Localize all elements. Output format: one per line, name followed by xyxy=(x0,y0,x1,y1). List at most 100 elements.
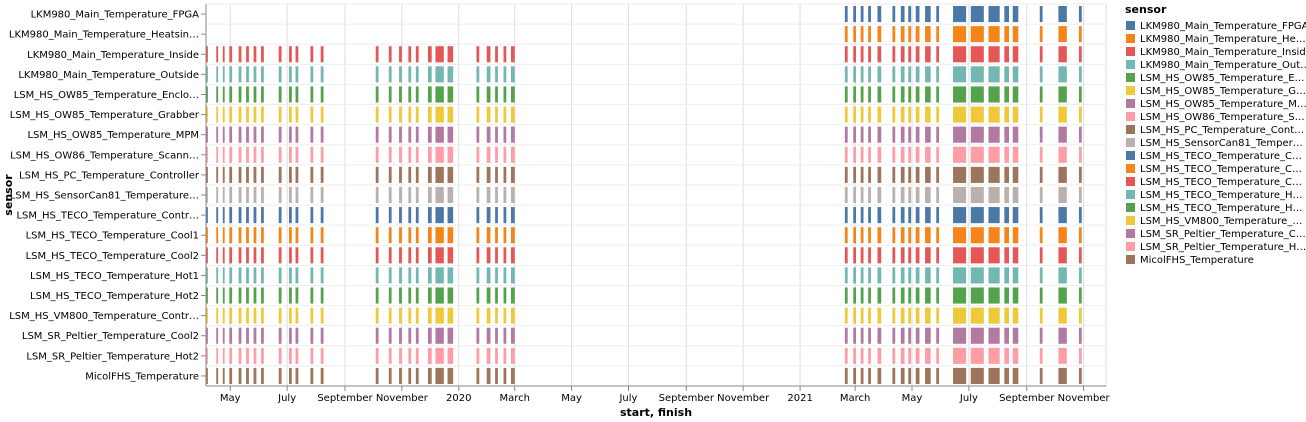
y-axis: LKM980_Main_Temperature_FPGA LKM980_Main_… xyxy=(9,4,207,386)
interval-bar xyxy=(476,126,480,143)
y-tick-label: LKM980_Main_Temperature_Outside xyxy=(18,70,199,81)
interval-bar xyxy=(295,247,299,264)
interval-bar xyxy=(1012,347,1019,364)
interval-bar xyxy=(447,146,454,163)
interval-bar xyxy=(476,106,480,123)
interval-bar xyxy=(915,307,920,324)
interval-bar xyxy=(246,327,249,344)
interval-bar xyxy=(246,106,249,123)
x-tick-label: November xyxy=(376,393,429,404)
interval-bar xyxy=(1058,46,1067,63)
interval-bar xyxy=(853,86,857,103)
interval-bar xyxy=(261,347,264,364)
interval-bar xyxy=(936,186,940,204)
interval-bar xyxy=(238,46,242,63)
interval-bar xyxy=(503,86,507,103)
interval-bar xyxy=(295,106,299,123)
interval-bar xyxy=(495,146,498,163)
interval-bar xyxy=(320,166,324,183)
interval-bar xyxy=(1004,66,1010,83)
interval-bar xyxy=(486,46,491,63)
interval-bar xyxy=(408,367,412,384)
interval-bar xyxy=(320,227,324,244)
interval-bar xyxy=(320,126,324,143)
interval-bar xyxy=(1039,166,1043,183)
interval-bar xyxy=(1078,367,1082,384)
interval-bar xyxy=(320,186,324,204)
interval-bar xyxy=(853,207,857,224)
interval-bar xyxy=(877,26,882,43)
interval-bar xyxy=(925,367,931,384)
interval-bar xyxy=(320,106,324,123)
interval-bar xyxy=(238,347,242,364)
interval-bar xyxy=(1012,287,1019,304)
interval-bar xyxy=(510,186,515,204)
interval-bar xyxy=(908,166,912,183)
legend-swatch xyxy=(1126,86,1135,95)
interval-bar xyxy=(892,186,896,204)
interval-bar xyxy=(447,86,454,103)
interval-bar xyxy=(503,126,507,143)
x-tick-label: 2020 xyxy=(446,393,471,404)
interval-bar xyxy=(936,207,940,224)
interval-bar xyxy=(1078,227,1082,244)
interval-bar xyxy=(289,247,292,264)
interval-bar xyxy=(953,46,967,63)
interval-bar xyxy=(877,327,882,344)
interval-bar xyxy=(216,186,219,204)
interval-bar xyxy=(486,146,491,163)
interval-bar xyxy=(915,46,920,63)
interval-bar xyxy=(953,327,967,344)
interval-bar xyxy=(970,66,984,83)
interval-bar xyxy=(253,347,257,364)
interval-bar xyxy=(238,287,242,304)
interval-bar xyxy=(844,207,848,224)
interval-bar xyxy=(877,287,882,304)
interval-bar xyxy=(216,307,219,324)
interval-bar xyxy=(925,227,931,244)
interval-bar xyxy=(435,347,444,364)
interval-bar xyxy=(253,327,257,344)
interval-bar xyxy=(229,267,233,284)
legend-entry-label: LSM_HS_OW85_Temperature_G… xyxy=(1140,86,1306,97)
interval-bar xyxy=(1058,126,1067,143)
interval-bar xyxy=(503,267,507,284)
interval-bar xyxy=(915,26,920,43)
interval-bar xyxy=(310,66,314,83)
interval-bar xyxy=(860,106,864,123)
interval-bar xyxy=(261,66,264,83)
interval-bar xyxy=(877,106,882,123)
interval-bar xyxy=(1012,327,1019,344)
interval-bar xyxy=(375,227,379,244)
interval-bar xyxy=(900,267,905,284)
interval-bar xyxy=(246,247,249,264)
interval-bar xyxy=(844,46,848,63)
interval-bar xyxy=(495,287,498,304)
interval-bar xyxy=(310,86,314,103)
interval-bar xyxy=(892,86,896,103)
interval-bar xyxy=(510,146,515,163)
interval-bar xyxy=(1004,327,1010,344)
interval-bar xyxy=(289,307,292,324)
legend-entry-label: LKM980_Main_Temperature_FPGA xyxy=(1140,21,1306,32)
interval-bar xyxy=(1058,166,1067,183)
interval-bar xyxy=(868,146,871,163)
interval-bar xyxy=(399,207,402,224)
y-tick-label: LSM_HS_TECO_Temperature_Cool1 xyxy=(26,231,199,242)
interval-bar xyxy=(238,166,242,183)
interval-bar xyxy=(222,46,225,63)
interval-marks xyxy=(206,6,1082,384)
interval-bar xyxy=(925,86,931,103)
interval-bar xyxy=(853,106,857,123)
interval-bar xyxy=(320,347,324,364)
y-tick-label: LSM_HS_OW85_Temperature_MPM xyxy=(27,130,199,141)
interval-bar xyxy=(435,247,444,264)
interval-bar xyxy=(1012,66,1019,83)
interval-bar xyxy=(1039,267,1043,284)
interval-bar xyxy=(408,207,412,224)
interval-bar xyxy=(447,267,454,284)
interval-bar xyxy=(415,347,419,364)
interval-bar xyxy=(868,166,871,183)
interval-bar xyxy=(953,307,967,324)
interval-bar xyxy=(427,166,432,183)
